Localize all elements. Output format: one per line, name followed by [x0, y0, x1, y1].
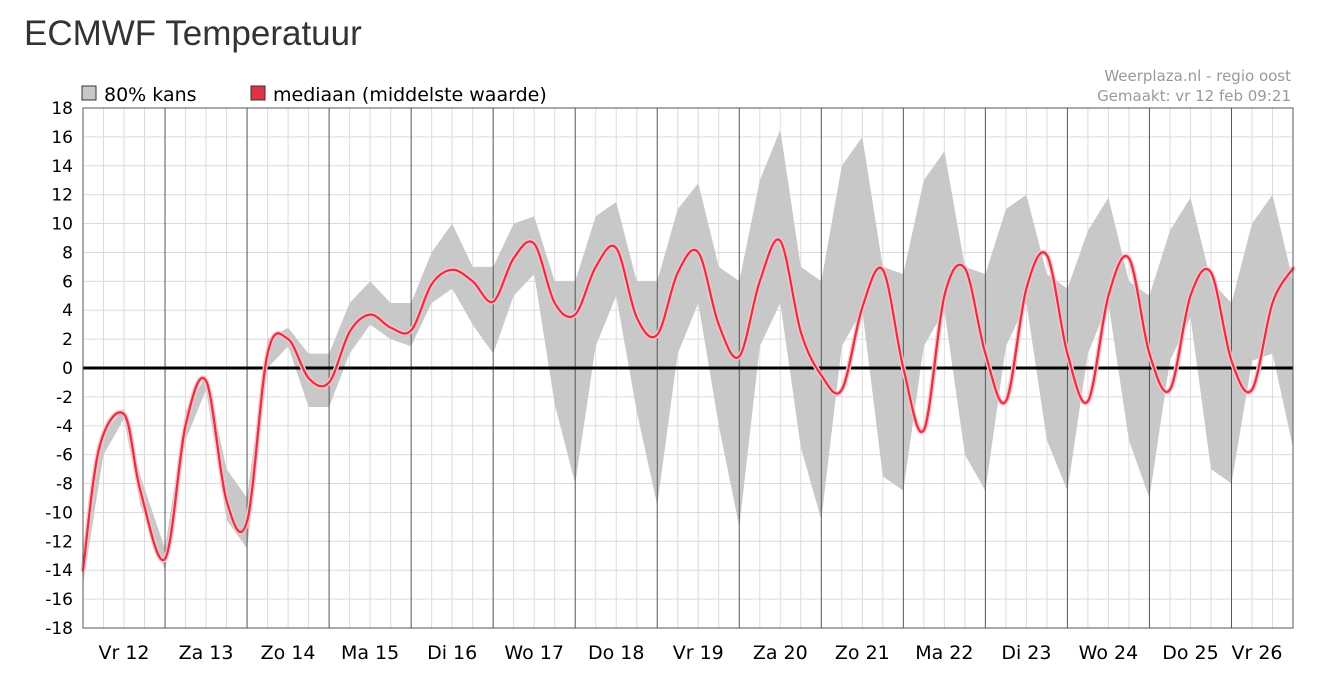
x-day-label: Za 13 — [179, 642, 234, 664]
plot-frame — [82, 107, 1294, 629]
x-day-label: Wo 24 — [1079, 642, 1139, 664]
y-tick-label: 6 — [62, 272, 73, 292]
y-tick-label: -18 — [45, 619, 73, 639]
credit-made: Gemaakt: vr 12 feb 09:21 — [1097, 87, 1291, 105]
x-day-label: Di 16 — [427, 642, 477, 664]
x-day-label: Ma 15 — [341, 642, 399, 664]
y-tick-label: 12 — [51, 186, 73, 206]
y-tick-label: 10 — [51, 215, 73, 235]
x-day-label: Di 23 — [1001, 642, 1051, 664]
y-tick-label: -10 — [45, 503, 73, 523]
legend: 80% kans mediaan (middelste waarde) — [81, 84, 547, 106]
y-tick-label: 18 — [51, 99, 73, 119]
x-day-label: Zo 21 — [835, 642, 890, 664]
x-day-label: Do 25 — [1162, 642, 1218, 664]
y-tick-label: -4 — [56, 417, 73, 437]
legend-label-band: 80% kans — [104, 84, 197, 106]
legend-label-median: mediaan (middelste waarde) — [273, 84, 547, 106]
credit-source: Weerplaza.nl - regio oost — [1104, 67, 1291, 85]
page-title: ECMWF Temperatuur — [24, 14, 362, 53]
y-tick-label: 14 — [51, 157, 73, 177]
y-tick-label: -14 — [45, 561, 73, 581]
y-tick-label: -12 — [45, 532, 73, 552]
y-tick-label: 16 — [51, 128, 73, 148]
x-day-label: Ma 22 — [915, 642, 973, 664]
y-tick-label: 2 — [62, 330, 73, 350]
x-day-label: Zo 14 — [261, 642, 316, 664]
y-tick-label: -8 — [56, 475, 73, 495]
x-day-label: Do 18 — [588, 642, 644, 664]
x-axis-day-labels: Vr 12 Za 13 Zo 14 Ma 15 Di 16 Wo 17 Do 18 Vr 19… — [99, 642, 1283, 664]
median-line — [81, 238, 1295, 572]
x-day-label: Za 20 — [753, 642, 808, 664]
y-tick-label: 8 — [62, 243, 73, 263]
x-day-label: Vr 12 — [99, 642, 150, 664]
legend-swatch-median — [250, 85, 266, 101]
y-tick-label: -16 — [45, 590, 73, 610]
x-day-label: Vr 26 — [1231, 642, 1282, 664]
y-tick-label: -2 — [56, 388, 73, 408]
legend-swatch-band — [81, 85, 97, 101]
confidence-band-80 — [83, 129, 1293, 585]
y-tick-label: -6 — [56, 446, 73, 466]
x-day-label: Wo 17 — [504, 642, 564, 664]
y-tick-label: 4 — [62, 301, 73, 321]
y-axis-tick-labels: 18 16 14 12 10 8 6 4 2 0 -2 -4 -6 -8 -10 -12 -14 -16 -18 — [45, 99, 73, 639]
x-day-label: Vr 19 — [673, 642, 724, 664]
y-tick-label: 0 — [62, 359, 73, 379]
